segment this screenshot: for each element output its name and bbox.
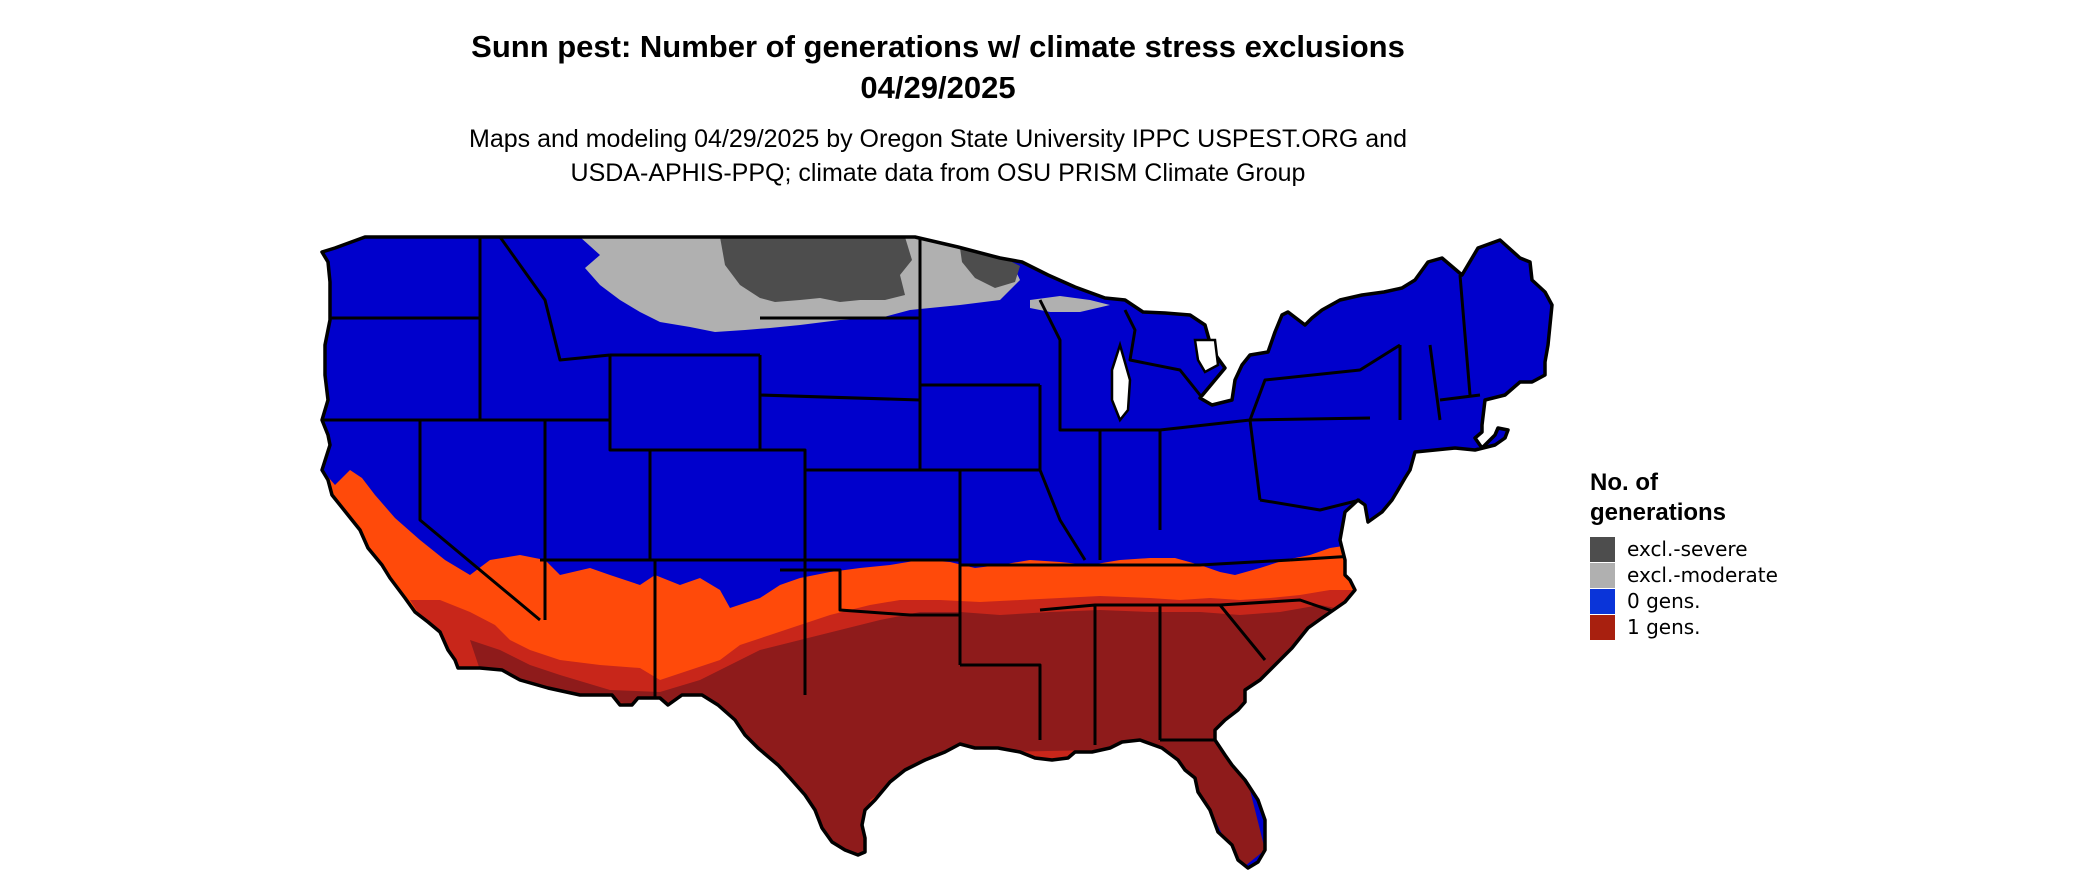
lake-huron <box>1193 338 1220 374</box>
legend-title: No. of generations <box>1590 468 1790 528</box>
subtitle-line-1: Maps and modeling 04/29/2025 by Oregon S… <box>469 125 1407 153</box>
border-pa-ny <box>1248 343 1401 422</box>
legend-label: excl.-moderate <box>1627 563 1778 587</box>
region-1-gens-dark <box>470 605 1345 868</box>
border-wi-il <box>1038 299 1100 432</box>
border-ar-la <box>960 663 1042 740</box>
subtitle-line-2: USDA-APHIS-PPQ; climate data from OSU PR… <box>570 159 1306 187</box>
border-mt-id <box>498 237 611 362</box>
subtitle: Maps and modeling 04/29/2025 by Oregon S… <box>338 122 1538 190</box>
region-excl-severe-mn <box>960 248 1020 288</box>
border-az-nm <box>540 558 807 700</box>
legend-item-excl-severe: excl.-severe <box>1590 536 1790 562</box>
legend-item-1-gens: 1 gens. <box>1590 614 1790 640</box>
legend-label: 1 gens. <box>1627 615 1701 639</box>
legend-swatch <box>1590 536 1615 562</box>
legend-swatch <box>1590 562 1615 588</box>
title-block: Sunn pest: Number of generations w/ clim… <box>338 26 1538 190</box>
border-mo-ar <box>958 470 1060 665</box>
border-il-in <box>1038 430 1102 561</box>
state-borders <box>322 237 1481 745</box>
border-ky-tn <box>1060 558 1291 567</box>
legend-item-0-gens: 0 gens. <box>1590 588 1790 614</box>
legend-label: excl.-severe <box>1627 537 1748 561</box>
border-sd-ne <box>759 393 921 402</box>
legend-title-line-2: generations <box>1590 499 1727 526</box>
map-fill-layers <box>322 237 1552 868</box>
great-lakes <box>1110 340 1132 423</box>
map-date: 04/29/2025 <box>860 70 1016 105</box>
map-title: Sunn pest: Number of generations w/ clim… <box>471 29 1405 64</box>
legend: No. of generations excl.-severe excl.-mo… <box>1590 468 1790 640</box>
legend-items: excl.-severe excl.-moderate 0 gens. 1 ge… <box>1590 536 1790 640</box>
region-0-gens <box>322 237 1552 868</box>
border-ca-nv <box>418 420 541 622</box>
us-outline <box>320 235 1554 870</box>
legend-swatch <box>1590 588 1615 614</box>
border-new-england <box>1398 274 1481 421</box>
region-excl-moderate-north-wi <box>1030 296 1110 312</box>
legend-title-line-1: No. of <box>1590 469 1658 496</box>
region-excl-severe <box>720 237 912 302</box>
border-nc-sc <box>1219 598 1336 614</box>
legend-item-excl-moderate: excl.-moderate <box>1590 562 1790 588</box>
legend-swatch <box>1590 614 1615 640</box>
legend-label: 0 gens. <box>1627 589 1701 613</box>
